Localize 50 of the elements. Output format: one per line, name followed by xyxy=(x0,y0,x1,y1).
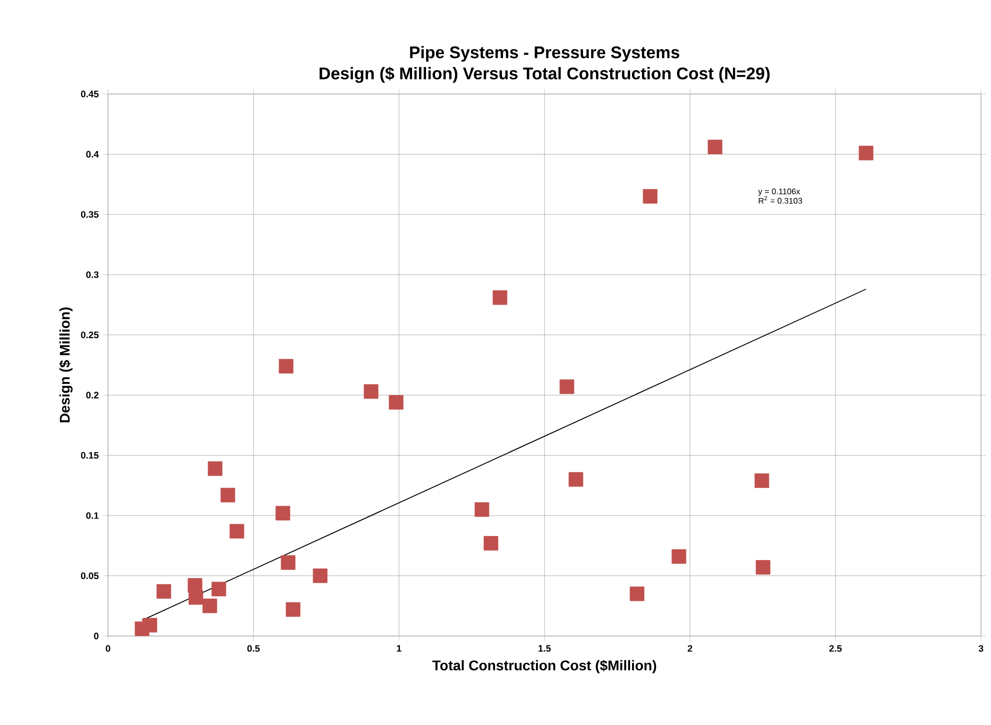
point xyxy=(220,488,236,502)
x-tick-label: 1 xyxy=(396,645,402,652)
point xyxy=(672,549,686,564)
point xyxy=(188,590,204,605)
x-axis-title: Total Construction Cost ($Million) xyxy=(432,660,656,674)
point xyxy=(754,473,770,488)
y-tick-label: 0.05 xyxy=(80,572,99,580)
chart-title: Pipe Systems - Pressure Systems xyxy=(410,46,680,62)
x-tick-label: 3 xyxy=(978,645,984,652)
y-tick-label: 0.4 xyxy=(86,150,99,158)
y-tick-label: 0.2 xyxy=(86,392,98,398)
point xyxy=(568,472,584,487)
y-tick-label: 0 xyxy=(94,632,98,640)
point xyxy=(756,560,770,575)
y-tick-label: 0.15 xyxy=(80,452,99,459)
x-tick-label: 0.5 xyxy=(247,645,260,652)
annotation: R$^{2}$ = 0.3103 xyxy=(758,196,802,204)
y-tick-label: 0.3 xyxy=(86,271,99,278)
point xyxy=(708,140,722,154)
point xyxy=(364,384,378,399)
point xyxy=(230,524,244,538)
y-axis-title: Design ($ Million) xyxy=(59,308,73,422)
point xyxy=(642,189,658,204)
point xyxy=(212,582,226,596)
x-tick-label: 2 xyxy=(688,645,692,652)
point xyxy=(280,555,296,570)
point xyxy=(278,358,294,374)
point xyxy=(142,618,158,632)
point xyxy=(492,290,508,305)
x-tick-label: 0 xyxy=(106,645,110,652)
point xyxy=(560,379,574,394)
point xyxy=(276,506,290,520)
point xyxy=(208,461,222,476)
annotation: y = 0.1106x xyxy=(758,188,800,196)
x-tick-label: 2.5 xyxy=(829,645,842,652)
chart-subtitle: Design ($ Million) Versus Total Construction Cost (N=29) xyxy=(320,66,770,83)
point xyxy=(286,602,300,617)
point xyxy=(474,502,490,517)
x-tick-label: 1.5 xyxy=(538,645,551,652)
y-tick-label: 0.25 xyxy=(80,332,99,338)
point xyxy=(156,584,172,599)
point xyxy=(312,568,328,584)
point xyxy=(388,395,404,410)
y-tick-label: 0.45 xyxy=(80,90,99,98)
y-tick-label: 0.1 xyxy=(86,512,99,519)
point xyxy=(630,586,644,602)
point xyxy=(202,598,218,614)
y-tick-label: 0.35 xyxy=(80,211,99,218)
point xyxy=(858,146,874,160)
point xyxy=(484,536,498,551)
